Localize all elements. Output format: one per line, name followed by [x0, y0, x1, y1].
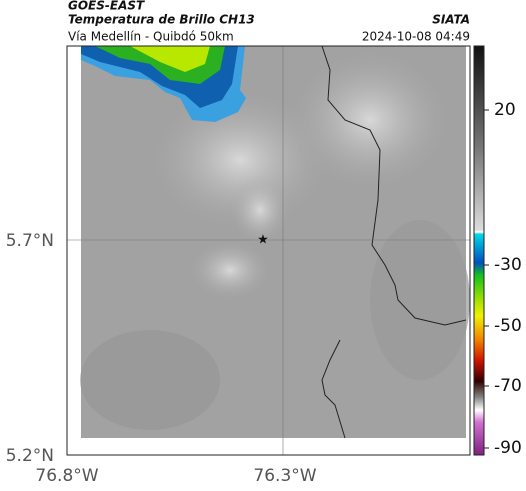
colorbar-tick-label: -30: [494, 255, 522, 275]
colorbar-tick-label: 20: [494, 100, 516, 120]
lat-label: 5.7°N: [6, 231, 54, 251]
satellite-image: [80, 45, 470, 439]
title: Temperatura de Brillo CH13: [68, 13, 255, 27]
lat-label: 5.2°N: [6, 446, 54, 466]
colorbar-tick-label: -70: [494, 376, 522, 396]
subtitle: Vía Medellín - Quibdó 50km: [68, 30, 234, 44]
lon-label: 76.8°W: [35, 466, 98, 486]
timestamp: 2024-10-08 04:49: [362, 30, 470, 44]
location-marker: ★: [257, 233, 269, 248]
brand: SIATA: [432, 13, 470, 27]
lon-label: 76.3°W: [253, 466, 316, 486]
colorbar-tick-label: -50: [494, 316, 522, 336]
map-frame: [66, 45, 471, 456]
source: GOES-EAST: [68, 0, 145, 13]
colorbar: [473, 45, 485, 456]
colorbar-tick-label: -90: [494, 438, 522, 458]
colorbar-ticks: 20 -30 -50 -70 -90: [484, 100, 522, 458]
